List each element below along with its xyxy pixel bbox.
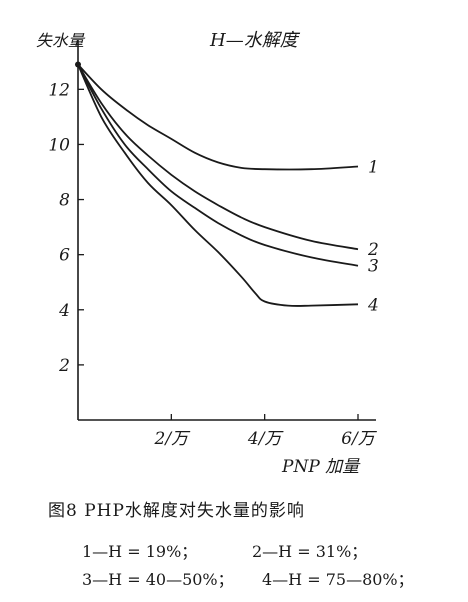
series-label-3: 3 [368, 257, 379, 277]
figure-caption: 图8 PHP水解度对失水量的影响 [48, 501, 305, 521]
legend-entry-4: 4—H = 75—80%； [262, 570, 414, 589]
y-tick-label: 2 [58, 356, 70, 376]
series-label-4: 4 [367, 295, 379, 315]
y-axis-title: 失水量 [36, 31, 86, 50]
series-lines: 1 23 4 [75, 61, 379, 315]
x-tick-label: 2/万 [154, 429, 192, 449]
y-tick-label: 6 [59, 246, 70, 266]
chart-title: H—水解度 [209, 30, 301, 51]
legend-entry-3: 3—H = 40—50%； [82, 570, 234, 589]
axes [77, 40, 376, 421]
y-tick-label: 8 [59, 191, 70, 211]
y-tick-label: 10 [48, 135, 70, 155]
series-label-1: 1 [368, 157, 379, 177]
x-axis-title: PNP 加量 [281, 457, 361, 477]
legend-line: 1—H = 19%； 2—H = 31%； [82, 538, 468, 562]
x-tick-label: 6/万 [341, 429, 378, 449]
series-line-1 [77, 63, 359, 171]
legend-entry-2: 2—H = 31%； [252, 542, 368, 561]
x-tick-label: 4/万 [247, 429, 285, 449]
start-point [75, 61, 81, 68]
legend-entry-1: 1—H = 19%； [82, 542, 198, 561]
legend-line: 3—H = 40—50%； 4—H = 75—80%； [82, 566, 468, 590]
y-tick-label: 12 [48, 80, 70, 100]
series-line-3 [77, 64, 359, 267]
series-label-2: 2 [367, 240, 379, 260]
y-tick-label: 4 [58, 301, 70, 321]
series-line-4 [77, 64, 359, 307]
labels: 失水量 H—水解度 PNP 加量 [36, 30, 361, 477]
series-line-2 [77, 64, 359, 251]
